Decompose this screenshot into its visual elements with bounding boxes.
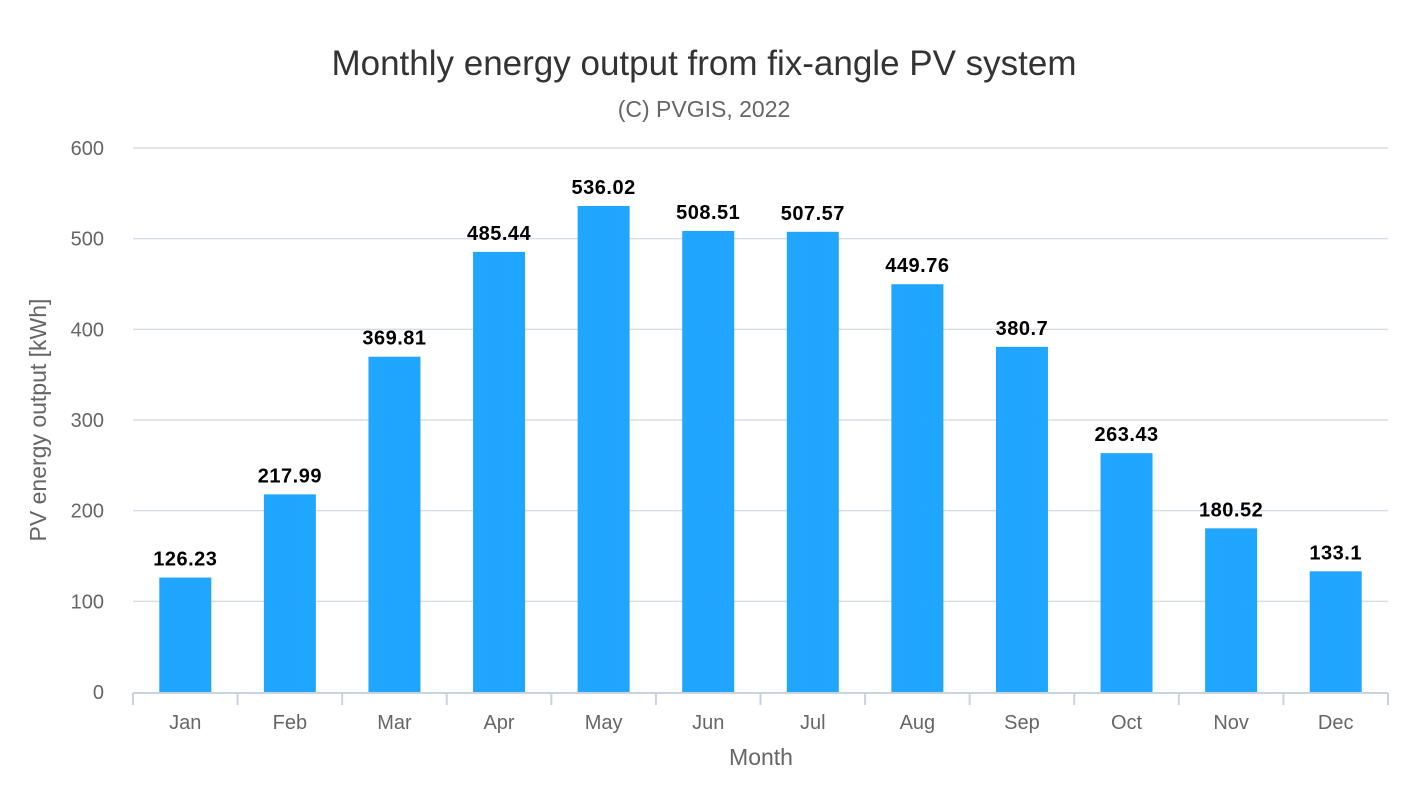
bar-sep[interactable] [995, 346, 1048, 692]
data-label: 263.43 [1094, 424, 1158, 446]
y-tick-label: 200 [71, 501, 104, 523]
x-tick-label: Aug [900, 712, 936, 734]
y-tick-label: 400 [71, 319, 104, 341]
data-label: 126.23 [153, 549, 217, 571]
bar-may[interactable] [577, 206, 630, 692]
bar-jan[interactable] [159, 577, 212, 692]
bar-apr[interactable] [473, 251, 526, 692]
bar-feb[interactable] [263, 494, 316, 692]
x-tick-label: Jan [169, 712, 201, 734]
y-tick-label: 600 [71, 138, 104, 160]
x-tick-label: Jul [800, 712, 826, 734]
x-axis-title: Month [729, 744, 793, 770]
x-tick-label: Jun [692, 712, 724, 734]
bar-nov[interactable] [1205, 528, 1258, 692]
bars [159, 206, 1362, 692]
data-label: 449.76 [885, 255, 949, 277]
chart-title: Monthly energy output from fix-angle PV … [331, 44, 1077, 83]
data-label: 133.1 [1309, 542, 1362, 564]
x-tick-label: Sep [1004, 712, 1040, 734]
y-tick-label: 500 [71, 229, 104, 251]
data-label: 217.99 [258, 465, 322, 487]
y-tick-label: 300 [71, 410, 104, 432]
x-tick-label: Apr [483, 712, 514, 734]
bar-oct[interactable] [1100, 453, 1153, 692]
grid-lines [133, 147, 1388, 603]
x-tick-label: Nov [1213, 712, 1249, 734]
bar-jun[interactable] [682, 230, 735, 692]
y-tick-label: 0 [93, 682, 104, 704]
data-label: 508.51 [676, 202, 740, 224]
tick-labels: 0 100 200 300 400 500 600 Jan Feb Mar Apr May Jun Jul… [71, 138, 1354, 734]
data-label: 485.44 [467, 223, 532, 245]
data-labels: 126.23 217.99 369.81 485.44 536.02 508.51 507.… [153, 177, 1362, 571]
x-tick-label: Dec [1318, 712, 1354, 734]
x-axis [132, 692, 1389, 705]
y-axis-title: PV energy output [kWh] [25, 299, 51, 542]
data-label: 507.57 [781, 203, 845, 225]
data-label: 536.02 [572, 177, 636, 199]
bar-jul[interactable] [786, 231, 839, 692]
chart-subtitle: (C) PVGIS, 2022 [617, 96, 791, 122]
x-tick-label: Feb [273, 712, 307, 734]
data-label: 369.81 [362, 328, 426, 350]
data-label: 380.7 [996, 318, 1049, 340]
bar-aug[interactable] [891, 284, 944, 692]
data-label: 180.52 [1199, 499, 1263, 521]
bar-mar[interactable] [368, 356, 421, 692]
y-tick-label: 100 [71, 591, 104, 613]
bar-dec[interactable] [1309, 571, 1362, 692]
x-tick-label: Mar [377, 712, 412, 734]
x-tick-label: Oct [1111, 712, 1143, 734]
x-tick-label: May [585, 712, 623, 734]
